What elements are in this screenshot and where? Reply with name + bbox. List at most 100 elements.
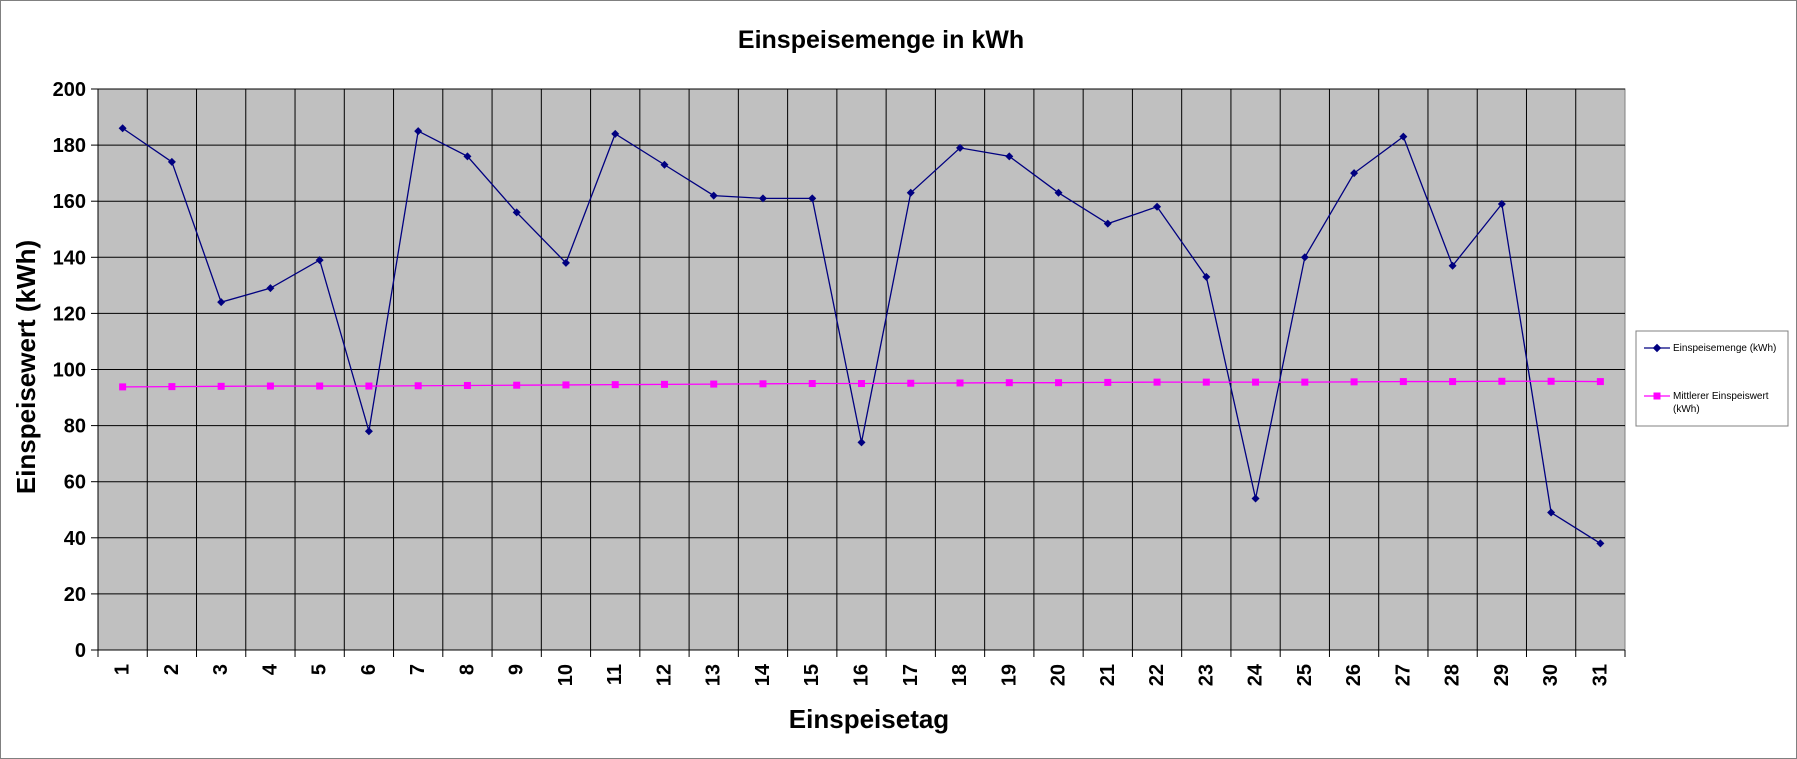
data-point [1448,261,1457,270]
data-point [365,382,373,390]
data-point [1055,379,1063,387]
x-tick-label: 21 [1097,664,1119,686]
y-tick-label: 100 [53,360,86,382]
data-point [1005,152,1014,161]
x-tick-label: 29 [1491,664,1513,686]
data-point [759,380,767,388]
x-tick-label: 18 [949,664,971,686]
data-point [808,380,816,388]
series-einspeisemenge [118,124,1605,548]
x-tick-label: 22 [1146,664,1168,686]
legend-label-mittlerer-line2: (kWh) [1673,404,1700,415]
x-tick-label: 20 [1048,664,1070,686]
series-mittlerer-einspeiswert [119,377,1604,391]
x-tick-label: 8 [456,664,478,675]
data-point [857,438,866,447]
data-point [463,381,471,389]
data-point [513,381,521,389]
data-point [758,194,767,203]
data-point [1202,378,1210,386]
horizontal-gridlines [98,88,1625,595]
data-point [1497,200,1506,209]
data-point [1005,379,1013,387]
data-point [562,381,570,389]
data-point [414,382,422,390]
legend-label-einspeisemenge: Einspeisemenge (kWh) [1673,343,1776,354]
data-point [1252,378,1260,386]
data-point [561,258,570,267]
data-point [118,124,127,133]
data-point [119,383,127,391]
x-tick-label: 10 [555,664,577,686]
data-point [1104,378,1112,386]
data-point [956,143,965,152]
data-point [1300,253,1309,262]
data-point [611,381,619,389]
legend-box [1635,330,1789,427]
data-point [1399,132,1408,141]
data-point [1153,202,1162,211]
data-point [1547,377,1555,385]
x-tick-label: 26 [1343,664,1365,686]
data-point [315,256,324,265]
y-tick-label: 80 [64,416,86,438]
data-point [709,191,718,200]
x-tick-label: 13 [703,664,725,686]
x-tick-label: 12 [653,664,675,686]
data-point [1103,219,1112,228]
data-point [364,427,373,436]
data-point [1054,188,1063,197]
x-tick-label: 28 [1442,664,1464,686]
x-tick-label: 30 [1540,664,1562,686]
y-tick-label: 0 [75,640,86,662]
data-point [463,152,472,161]
data-point [217,298,226,307]
data-point [611,129,620,138]
data-point [710,380,718,388]
chart-title: Einspeisemenge in kWh [738,26,1024,54]
y-tick-label: 120 [53,303,86,325]
data-point [1251,494,1260,503]
data-point [167,157,176,166]
x-tick-label: 23 [1195,664,1217,686]
data-point [660,160,669,169]
legend-marker-einspeisemenge [1652,343,1662,353]
data-point [168,383,176,391]
data-point [414,127,423,136]
y-tick-label: 200 [53,79,86,101]
data-point [1547,508,1556,517]
x-tick-label: 24 [1245,663,1267,686]
x-tick-label: 9 [506,664,528,675]
y-axis-title: Einspeisewert (kWh) [11,240,41,494]
data-point [512,208,521,217]
data-point [808,194,817,203]
x-tick-label: 11 [604,664,626,685]
y-tick-label: 140 [53,247,86,269]
y-tick-labels: 0 20 40 60 80 100 120 140 160 180 200 [53,79,86,662]
y-tick-label: 60 [64,472,86,494]
x-tick-label: 3 [210,664,232,675]
data-point [266,382,274,390]
data-point [1153,378,1161,386]
x-tick-label: 4 [259,663,281,675]
legend-label-mittlerer-line1: Mittlerer Einspeiswert [1673,391,1769,402]
data-point [1449,378,1457,386]
data-point [906,188,915,197]
axes [91,88,1626,657]
x-tick-label: 19 [998,664,1020,686]
x-tick-label: 27 [1392,664,1414,686]
series-layer [118,124,1605,548]
data-point [660,380,668,388]
x-tick-label: 6 [358,664,380,675]
x-tick-label: 25 [1294,664,1316,686]
x-tick-label: 7 [407,664,429,675]
x-tick-label: 15 [801,664,823,686]
x-tick-label: 14 [752,663,774,686]
data-point [1202,272,1211,281]
y-tick-label: 40 [64,528,86,550]
x-axis-title: Einspeisetag [789,704,949,734]
data-point [1350,169,1359,178]
x-tick-label: 5 [309,664,331,675]
